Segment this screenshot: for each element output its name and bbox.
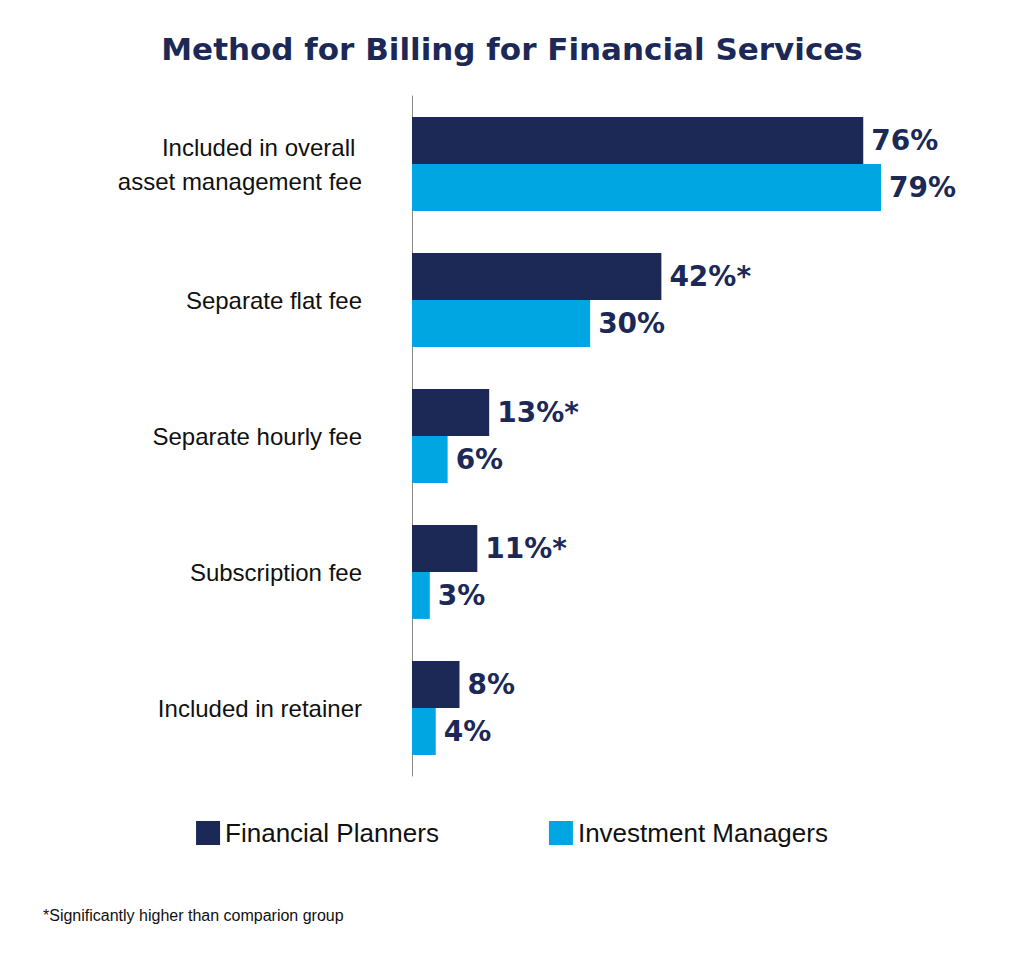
svg-text:76%: 76% — [871, 124, 938, 157]
svg-text:6%: 6% — [456, 443, 504, 476]
svg-text:Separate hourly fee: Separate hourly fee — [153, 423, 362, 450]
svg-text:8%: 8% — [468, 668, 516, 701]
svg-text:asset management fee: asset management fee — [118, 168, 362, 195]
svg-text:Included in retainer: Included in retainer — [158, 695, 362, 722]
svg-text:Financial Planners: Financial Planners — [225, 818, 439, 848]
svg-text:Investment Managers: Investment Managers — [578, 818, 828, 848]
svg-text:42%*: 42%* — [669, 260, 751, 293]
svg-text:Separate flat fee: Separate flat fee — [186, 287, 362, 314]
svg-text:Subscription fee: Subscription fee — [190, 559, 362, 586]
svg-text:30%: 30% — [598, 307, 665, 340]
svg-text:11%*: 11%* — [485, 532, 567, 565]
svg-text:*Significantly higher than com: *Significantly higher than comparion gro… — [43, 907, 344, 924]
svg-text:Included in overall: Included in overall — [162, 134, 362, 161]
svg-text:Method for Billing for Financi: Method for Billing for Financial Service… — [161, 31, 862, 67]
svg-text:3%: 3% — [438, 579, 486, 612]
svg-text:13%*: 13%* — [497, 396, 579, 429]
svg-text:79%: 79% — [889, 171, 956, 204]
svg-text:4%: 4% — [444, 715, 492, 748]
